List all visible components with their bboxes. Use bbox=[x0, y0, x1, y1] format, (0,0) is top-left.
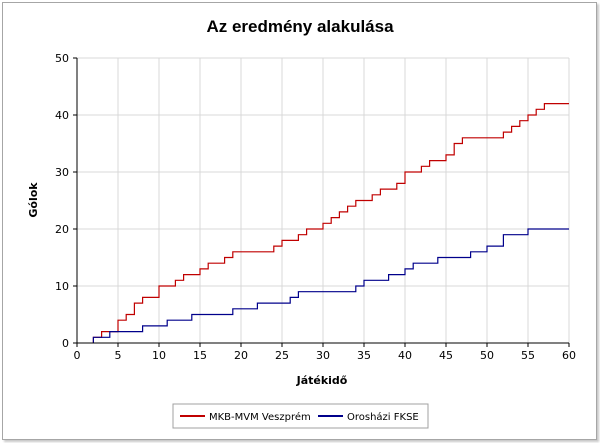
x-axis-label: Játékidő bbox=[296, 374, 348, 387]
legend-box bbox=[172, 403, 429, 429]
legend-label-oroshaza: Orosházi FKSE bbox=[347, 411, 419, 423]
x-tick-label: 35 bbox=[357, 349, 371, 362]
x-tick-label: 30 bbox=[316, 349, 330, 362]
legend: MKB-MVM Veszprém Orosházi FKSE bbox=[172, 403, 429, 429]
x-tick-label: 50 bbox=[480, 349, 494, 362]
y-tick-label: 0 bbox=[62, 337, 69, 350]
series-layer bbox=[92, 103, 569, 343]
y-tick-label: 50 bbox=[55, 52, 69, 65]
y-axis-label: Gólok bbox=[27, 182, 40, 218]
x-tick-label: 40 bbox=[398, 349, 412, 362]
x-tick-label: 0 bbox=[74, 349, 81, 362]
x-tick-label: 5 bbox=[115, 349, 122, 362]
chart-title: Az eredmény alakulása bbox=[206, 17, 394, 36]
series-line-0 bbox=[92, 103, 569, 343]
y-tick-label: 10 bbox=[55, 280, 69, 293]
x-tick-label: 25 bbox=[275, 349, 289, 362]
y-tick-label: 40 bbox=[55, 109, 69, 122]
series-line-1 bbox=[92, 228, 569, 343]
x-tick-label: 60 bbox=[562, 349, 576, 362]
y-tick-label: 30 bbox=[55, 166, 69, 179]
x-tick-label: 45 bbox=[439, 349, 453, 362]
tick-labels: 0 5 10 15 20 25 30 35 40 45 50 55 60 0 10 20 30 40 50 bbox=[55, 52, 576, 362]
y-tick-label: 20 bbox=[55, 223, 69, 236]
gridlines bbox=[77, 57, 570, 343]
axes bbox=[73, 57, 570, 347]
x-tick-label: 10 bbox=[152, 349, 166, 362]
x-tick-label: 20 bbox=[234, 349, 248, 362]
x-tick-label: 15 bbox=[193, 349, 207, 362]
x-tick-label: 55 bbox=[521, 349, 535, 362]
legend-label-veszprem: MKB-MVM Veszprém bbox=[209, 411, 311, 423]
